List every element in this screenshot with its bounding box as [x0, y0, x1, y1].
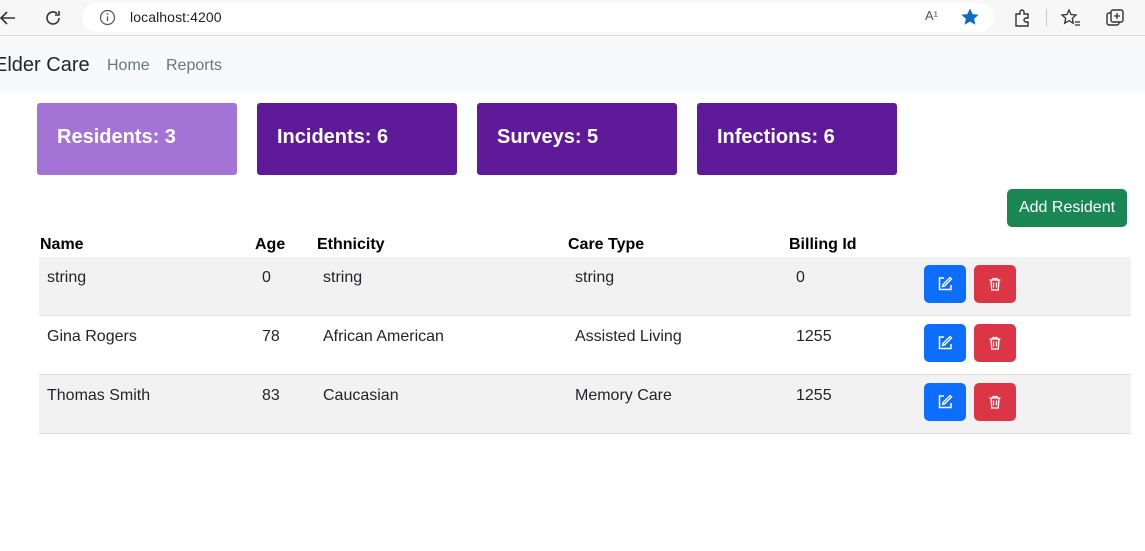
add-resident-button[interactable]: Add Resident — [1007, 189, 1127, 227]
cell-name: string — [47, 269, 87, 286]
cell-age: 78 — [262, 328, 280, 345]
delete-button[interactable] — [974, 324, 1016, 362]
nav-reports[interactable]: Reports — [166, 57, 223, 74]
header-ethnicity: Ethnicity — [317, 236, 385, 253]
extensions-icon[interactable] — [1011, 7, 1033, 29]
trash-icon — [989, 277, 1001, 291]
cell-name: Gina Rogers — [47, 328, 137, 345]
back-icon[interactable] — [0, 6, 20, 30]
cell-age: 0 — [262, 269, 271, 286]
url-text[interactable]: localhost:4200 — [130, 9, 222, 25]
table-row: Thomas Smith 83 Caucasian Memory Care 12… — [39, 375, 1131, 434]
surveys-stat-card[interactable]: Surveys: 5 — [477, 103, 677, 175]
favorites-icon[interactable] — [1060, 7, 1082, 29]
edit-button[interactable] — [924, 383, 966, 421]
cell-billing-id: 1255 — [796, 387, 832, 404]
cell-name: Thomas Smith — [47, 387, 151, 404]
edit-icon — [938, 394, 953, 409]
cell-age: 83 — [262, 387, 280, 404]
cell-care-type: Memory Care — [575, 387, 672, 404]
collections-icon[interactable] — [1104, 7, 1126, 29]
cell-care-type: string — [575, 269, 615, 286]
brand-logo[interactable]: Elder Care — [0, 54, 90, 76]
table-row: Gina Rogers 78 African American Assisted… — [39, 316, 1131, 375]
incidents-stat-label: Incidents: 6 — [277, 126, 389, 148]
browser-toolbar: localhost:4200 A¹ — [0, 0, 1145, 36]
info-icon[interactable] — [99, 9, 116, 26]
app-navbar: Elder Care Home Reports — [0, 37, 1145, 93]
refresh-icon[interactable] — [41, 6, 65, 30]
cell-ethnicity: Caucasian — [323, 387, 399, 404]
cell-ethnicity: African American — [323, 328, 444, 345]
header-care-type: Care Type — [568, 236, 645, 253]
edit-button[interactable] — [924, 265, 966, 303]
infections-stat-card[interactable]: Infections: 6 — [697, 103, 897, 175]
header-age: Age — [255, 236, 286, 253]
address-bar[interactable]: localhost:4200 A¹ — [82, 3, 994, 32]
trash-icon — [989, 336, 1001, 350]
header-name: Name — [40, 236, 84, 253]
infections-stat-label: Infections: 6 — [717, 126, 835, 148]
favorite-star-icon[interactable] — [960, 7, 980, 27]
surveys-stat-label: Surveys: 5 — [497, 126, 599, 148]
trash-icon — [989, 395, 1001, 409]
cell-care-type: Assisted Living — [575, 328, 682, 345]
read-aloud-icon[interactable]: A¹ — [925, 8, 938, 23]
toolbar-divider — [1046, 9, 1047, 26]
edit-icon — [938, 335, 953, 350]
header-billing-id: Billing Id — [789, 236, 857, 253]
cell-billing-id: 0 — [796, 269, 805, 286]
cell-ethnicity: string — [323, 269, 363, 286]
incidents-stat-card[interactable]: Incidents: 6 — [257, 103, 457, 175]
nav-home[interactable]: Home — [107, 57, 150, 74]
delete-button[interactable] — [974, 383, 1016, 421]
residents-stat-card[interactable]: Residents: 3 — [37, 103, 237, 175]
edit-icon — [938, 276, 953, 291]
edit-button[interactable] — [924, 324, 966, 362]
residents-stat-label: Residents: 3 — [57, 126, 176, 148]
delete-button[interactable] — [974, 265, 1016, 303]
cell-billing-id: 1255 — [796, 328, 832, 345]
table-row: string 0 string string 0 — [39, 257, 1131, 316]
